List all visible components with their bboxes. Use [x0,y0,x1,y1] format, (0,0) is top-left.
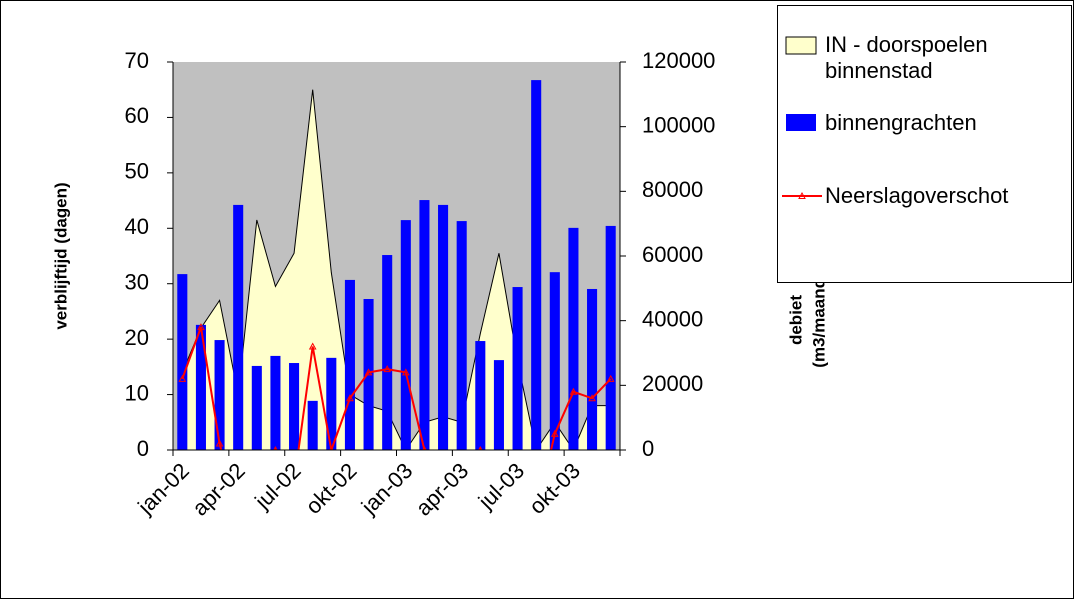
y-tick-label: 40 [125,214,149,239]
plot-layer [177,80,616,450]
y2-tick-label: 20000 [642,371,703,396]
y2-tick-label: 60000 [642,242,703,267]
y2-tick-label: 0 [642,436,654,461]
legend-label: binnengrachten [825,110,977,135]
bar [289,363,300,450]
y2-tick-label: 120000 [642,48,715,73]
bar [568,227,579,450]
bar [456,221,467,450]
bar [587,288,598,450]
bar [326,357,337,450]
line-marker [606,374,615,382]
legend-label: IN - doorspoelen binnenstad [825,32,988,83]
bar [251,365,262,450]
legend-swatch [798,191,806,199]
bar [512,287,523,450]
y2-axis-title: debiet [786,295,805,345]
line-marker [364,368,373,376]
y-tick-label: 30 [125,270,149,295]
y2-tick-label: 40000 [642,306,703,331]
legend-label: Neerslagoverschot [825,183,1009,208]
area [181,89,612,450]
bar [344,279,355,450]
bar [605,225,616,450]
bar [493,360,504,450]
y-tick-label: 0 [137,436,149,461]
bar [195,324,206,450]
bar [270,355,281,450]
bar [214,340,225,450]
line-marker [550,429,559,437]
y2-tick-label: 100000 [642,112,715,137]
legend-swatch [785,36,817,55]
line-marker [197,323,205,331]
line-marker [308,342,317,350]
bar [382,255,393,450]
bar [177,274,188,450]
bar [531,80,542,450]
line-marker [178,374,187,382]
y-tick-label: 20 [125,325,149,350]
bar [233,204,244,450]
bar [549,272,560,450]
bar [400,220,411,450]
bar [419,200,430,450]
y-tick-label: 50 [125,159,149,184]
line-marker [401,368,410,376]
line-marker [346,394,354,402]
line-marker [383,365,392,373]
y2-axis-title: (m3/maand) [809,272,828,367]
line-marker [588,394,596,402]
line [181,326,612,450]
bar [438,204,449,450]
y2-tick-label: 80000 [642,177,703,202]
y-tick-label: 70 [125,48,149,73]
line-marker [569,387,578,395]
legend-swatch [786,114,816,131]
bar [307,400,318,450]
bar [475,341,486,450]
y-tick-label: 60 [125,103,149,128]
legend-box [777,5,1072,283]
line-marker [215,439,224,447]
y-axis-title: verblijftijd (dagen) [51,182,70,329]
y-tick-label: 10 [125,380,149,405]
